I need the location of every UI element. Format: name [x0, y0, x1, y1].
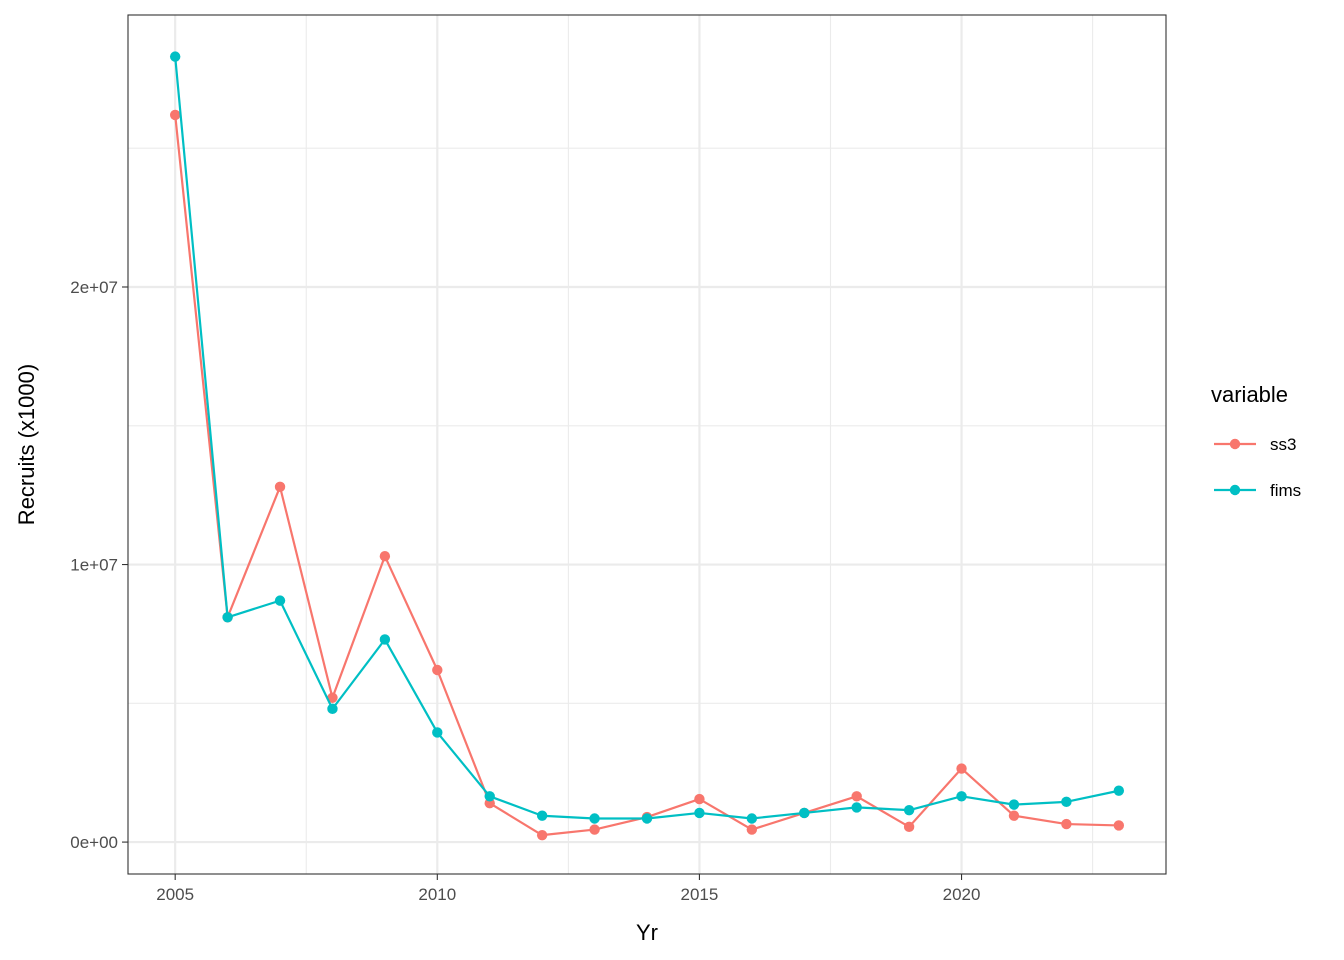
data-point-ss3: [169, 109, 181, 121]
data-point-ss3: [379, 551, 391, 562]
data-point-fims: [799, 807, 810, 819]
axis-ticks: [122, 286, 963, 880]
legend-item-ss3: ss3: [1214, 435, 1296, 454]
data-point-fims: [327, 703, 338, 715]
data-point-ss3: [694, 793, 705, 805]
data-point-ss3: [1113, 820, 1125, 831]
x-tick-label: 2010: [418, 885, 456, 904]
data-point-fims: [274, 595, 286, 606]
minor-gridlines: [128, 15, 1166, 874]
legend-item-fims: fims: [1214, 481, 1301, 500]
data-point-ss3: [274, 481, 286, 493]
series-fims: [169, 51, 1125, 824]
data-point-fims: [1113, 785, 1125, 796]
series-layer: [169, 51, 1125, 841]
data-point-ss3: [746, 824, 758, 835]
data-point-fims: [169, 51, 181, 62]
data-point-fims: [851, 802, 862, 813]
y-tick-labels: 0e+00 1e+07 2e+07: [70, 278, 118, 852]
legend-key-point: [1229, 484, 1241, 496]
legend-label: ss3: [1270, 435, 1296, 454]
x-axis-title: Yr: [636, 920, 658, 945]
data-point-ss3: [589, 824, 600, 835]
legend-title: variable: [1211, 382, 1288, 407]
x-tick-labels: 2005 2010 2015 2020: [156, 885, 980, 904]
data-point-fims: [641, 813, 653, 824]
data-point-ss3: [432, 664, 443, 676]
data-point-fims: [1061, 796, 1072, 808]
x-tick-label: 2020: [943, 885, 981, 904]
y-tick-label: 1e+07: [70, 556, 118, 575]
data-point-fims: [484, 791, 495, 802]
data-point-fims: [903, 804, 915, 816]
legend: variable ss3 fims: [1211, 382, 1301, 500]
data-point-fims: [536, 810, 548, 821]
data-point-ss3: [956, 763, 967, 774]
y-tick-label: 0e+00: [70, 833, 118, 852]
data-point-ss3: [851, 791, 862, 802]
data-point-fims: [956, 791, 967, 802]
data-point-ss3: [327, 692, 338, 703]
y-axis-title: Recruits (x1000): [14, 364, 39, 525]
x-tick-label: 2015: [681, 885, 719, 904]
legend-label: fims: [1270, 481, 1301, 500]
data-point-fims: [432, 727, 443, 738]
data-point-fims: [1008, 799, 1020, 810]
data-point-fims: [222, 612, 233, 623]
data-point-ss3: [903, 821, 915, 833]
data-point-ss3: [1008, 810, 1020, 821]
major-gridlines: [128, 15, 1166, 874]
data-point-ss3: [1061, 818, 1072, 830]
x-tick-label: 2005: [156, 885, 194, 904]
legend-key-point: [1229, 438, 1241, 450]
data-point-ss3: [536, 829, 548, 841]
data-point-fims: [746, 813, 758, 824]
data-point-fims: [694, 807, 705, 819]
data-point-fims: [589, 813, 600, 824]
data-point-fims: [379, 634, 391, 645]
panel-border: [127, 14, 1167, 875]
y-tick-label: 2e+07: [70, 278, 118, 297]
